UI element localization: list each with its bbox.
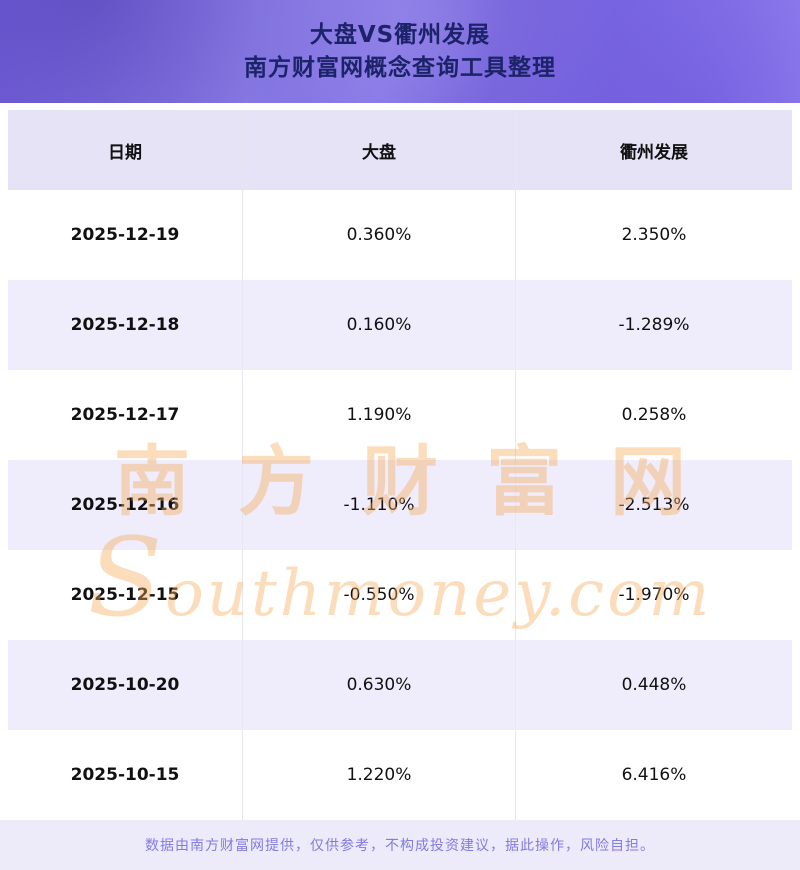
page-header: 大盘VS衢州发展 南方财富网概念查询工具整理 [0, 0, 800, 103]
concept-value-cell: -1.970% [516, 550, 792, 640]
table-row: 2025-12-16 -1.110% -2.513% [8, 460, 792, 550]
market-value-cell: -1.110% [243, 460, 516, 550]
concept-value-cell: 6.416% [516, 730, 792, 820]
date-cell: 2025-12-18 [8, 280, 243, 370]
column-header-market: 大盘 [243, 110, 516, 190]
page-title: 大盘VS衢州发展 [309, 21, 491, 48]
date-cell: 2025-10-15 [8, 730, 243, 820]
comparison-table: 日期 大盘 衢州发展 2025-12-19 0.360% 2.350% 2025… [8, 110, 792, 820]
concept-value-cell: 0.448% [516, 640, 792, 730]
market-value-cell: 1.190% [243, 370, 516, 460]
table-row: 2025-12-19 0.360% 2.350% [8, 190, 792, 280]
concept-value-cell: -1.289% [516, 280, 792, 370]
concept-value-cell: 2.350% [516, 190, 792, 280]
date-cell: 2025-12-19 [8, 190, 243, 280]
market-value-cell: 0.360% [243, 190, 516, 280]
date-cell: 2025-12-17 [8, 370, 243, 460]
table-header-row: 日期 大盘 衢州发展 [8, 110, 792, 190]
date-cell: 2025-12-15 [8, 550, 243, 640]
table-row: 2025-10-15 1.220% 6.416% [8, 730, 792, 820]
market-value-cell: 0.160% [243, 280, 516, 370]
page-subtitle: 南方财富网概念查询工具整理 [244, 55, 556, 81]
table-row: 2025-12-15 -0.550% -1.970% [8, 550, 792, 640]
table-row: 2025-10-20 0.630% 0.448% [8, 640, 792, 730]
column-header-concept: 衢州发展 [516, 110, 792, 190]
market-value-cell: 0.630% [243, 640, 516, 730]
market-value-cell: 1.220% [243, 730, 516, 820]
date-cell: 2025-12-16 [8, 460, 243, 550]
concept-value-cell: -2.513% [516, 460, 792, 550]
table-row: 2025-12-17 1.190% 0.258% [8, 370, 792, 460]
concept-value-cell: 0.258% [516, 370, 792, 460]
table-row: 2025-12-18 0.160% -1.289% [8, 280, 792, 370]
market-value-cell: -0.550% [243, 550, 516, 640]
column-header-date: 日期 [8, 110, 243, 190]
date-cell: 2025-10-20 [8, 640, 243, 730]
footer-disclaimer: 数据由南方财富网提供，仅供参考，不构成投资建议，据此操作，风险自担。 [0, 820, 800, 870]
